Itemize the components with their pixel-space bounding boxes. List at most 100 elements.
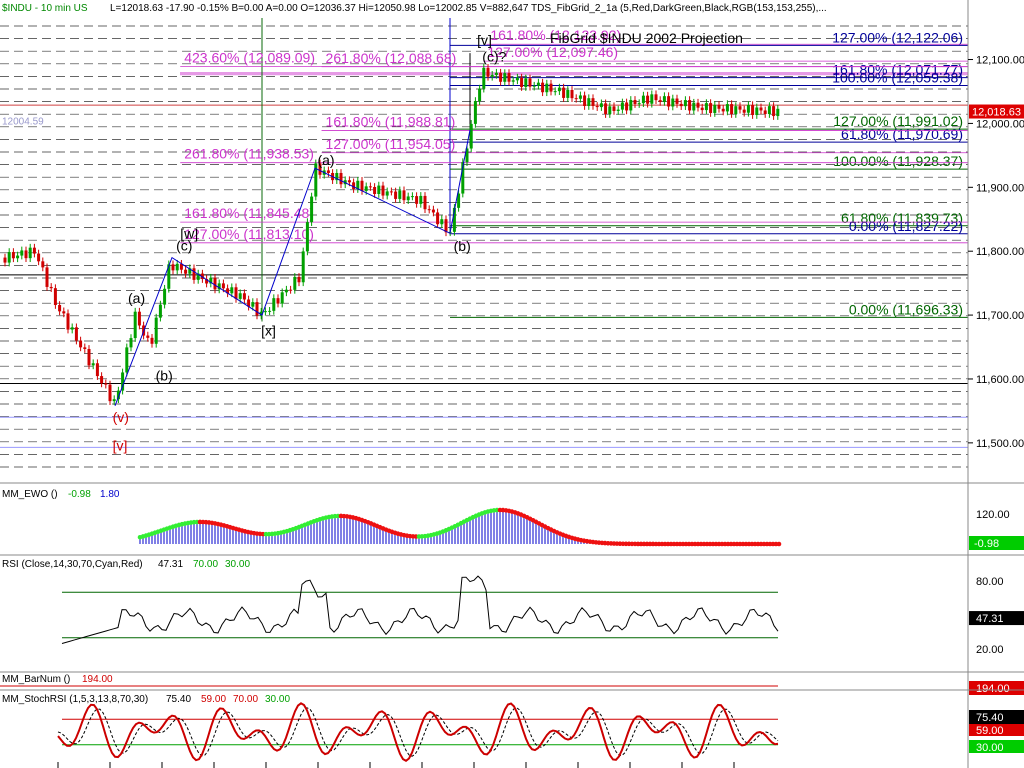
quote-label: L=12018.63 -17.90 -0.15% B=0.00 A=0.00 O… [110, 3, 827, 14]
candle-body [604, 103, 608, 115]
stoch-last-box [969, 710, 1024, 724]
candle-body [692, 102, 696, 111]
candle-body [188, 268, 192, 274]
candle-body [410, 196, 414, 198]
candle-body [66, 313, 70, 330]
candle-body [469, 123, 473, 149]
candle-body [108, 384, 112, 402]
candle-body [709, 103, 713, 113]
candle-body [650, 94, 654, 104]
candle-body [444, 219, 448, 233]
wave-label: (b) [156, 367, 173, 383]
candle-body [221, 283, 225, 289]
candle-body [503, 73, 507, 82]
candle-body [482, 67, 486, 89]
candle-body [251, 302, 255, 307]
candle-body [356, 180, 360, 190]
candle-body [389, 191, 393, 193]
candle-body [217, 283, 221, 290]
candle-body [759, 107, 763, 111]
candle-body [536, 82, 540, 86]
candle-body [499, 72, 503, 82]
fib-level-label: 423.60% (12,089.09) [184, 49, 315, 65]
rsi-last-label: 47.31 [976, 613, 1004, 625]
candle-body [352, 182, 356, 190]
fib-levels: 127.00% (12,122.06)161.80% (12,071.77)10… [180, 27, 968, 318]
candle-body [381, 185, 385, 196]
price-tick-label: 11,800.00 [976, 246, 1024, 258]
stoch-trigger-label: 59.00 [976, 725, 1004, 737]
stoch-level-label: 30.00 [976, 742, 1004, 754]
candle-body [234, 287, 238, 299]
candle-body [247, 299, 251, 307]
candle-body [763, 110, 767, 115]
fib-level-label: 161.80% (11,988.81) [326, 114, 456, 130]
barnum-value: 194.00 [82, 674, 113, 685]
ewo-dot [776, 541, 782, 547]
ewo-legend: MM_EWO () [2, 489, 58, 500]
candle-body [772, 106, 776, 117]
candle-body [696, 102, 700, 108]
candle-body [406, 196, 410, 201]
candle-body [562, 87, 566, 98]
candle-body [95, 363, 99, 377]
barnum-last-label: 194.00 [976, 683, 1010, 695]
candle-body [137, 311, 141, 326]
candle-body [7, 252, 11, 263]
candle-body [721, 108, 725, 112]
candle-body [570, 90, 574, 99]
candle-body [276, 298, 280, 304]
candle-body [45, 267, 49, 287]
last-price-box [969, 104, 1024, 119]
candle-body [167, 264, 171, 289]
candle-body [116, 390, 120, 400]
candle-body [259, 311, 263, 316]
candle-body [457, 193, 461, 208]
symbol-label: $INDU - 10 min US [2, 3, 88, 14]
candle-body [616, 109, 620, 111]
candle-body [658, 100, 662, 102]
candle-body [595, 105, 599, 108]
candle-body [641, 95, 645, 104]
candle-body [100, 376, 104, 384]
wave-label: (v) [113, 409, 129, 425]
candle-body [662, 96, 666, 102]
candle-body [755, 107, 759, 116]
candle-body [415, 196, 419, 204]
candle-body [683, 100, 687, 107]
candle-body [742, 109, 746, 113]
candle-body [284, 289, 288, 293]
candle-body [146, 335, 150, 338]
rsi-value: 30.00 [225, 559, 250, 570]
price-candles [3, 64, 780, 405]
candle-body [633, 99, 637, 105]
candle-body [625, 102, 629, 111]
ewo-last-label: -0.98 [974, 538, 999, 550]
candle-body [280, 292, 284, 304]
candle-body [679, 103, 683, 107]
wave-path [114, 129, 471, 406]
candle-body [486, 67, 490, 77]
candle-body [192, 268, 196, 280]
candle-body [528, 78, 532, 87]
candle-body [545, 83, 549, 93]
fib-level-label: 61.80% (11,970.69) [841, 126, 963, 142]
wave-label: (a) [317, 152, 334, 168]
candle-body [490, 74, 494, 77]
candle-body [385, 191, 389, 196]
candle-body [612, 106, 616, 111]
candle-body [209, 277, 213, 284]
candle-body [158, 304, 162, 318]
stoch-value: 59.00 [201, 694, 226, 705]
candle-body [242, 293, 246, 300]
candle-body [629, 99, 633, 111]
candle-body [654, 94, 658, 101]
candle-body [507, 73, 511, 82]
stoch-legend: MM_StochRSI (1,5,3,13,8,70,30) [2, 694, 148, 705]
ewo-value: 1.80 [100, 489, 120, 500]
candle-body [566, 90, 570, 98]
candle-body [515, 77, 519, 81]
barnum-last-box [969, 681, 1024, 695]
candle-body [121, 372, 125, 391]
candle-body [725, 104, 729, 112]
